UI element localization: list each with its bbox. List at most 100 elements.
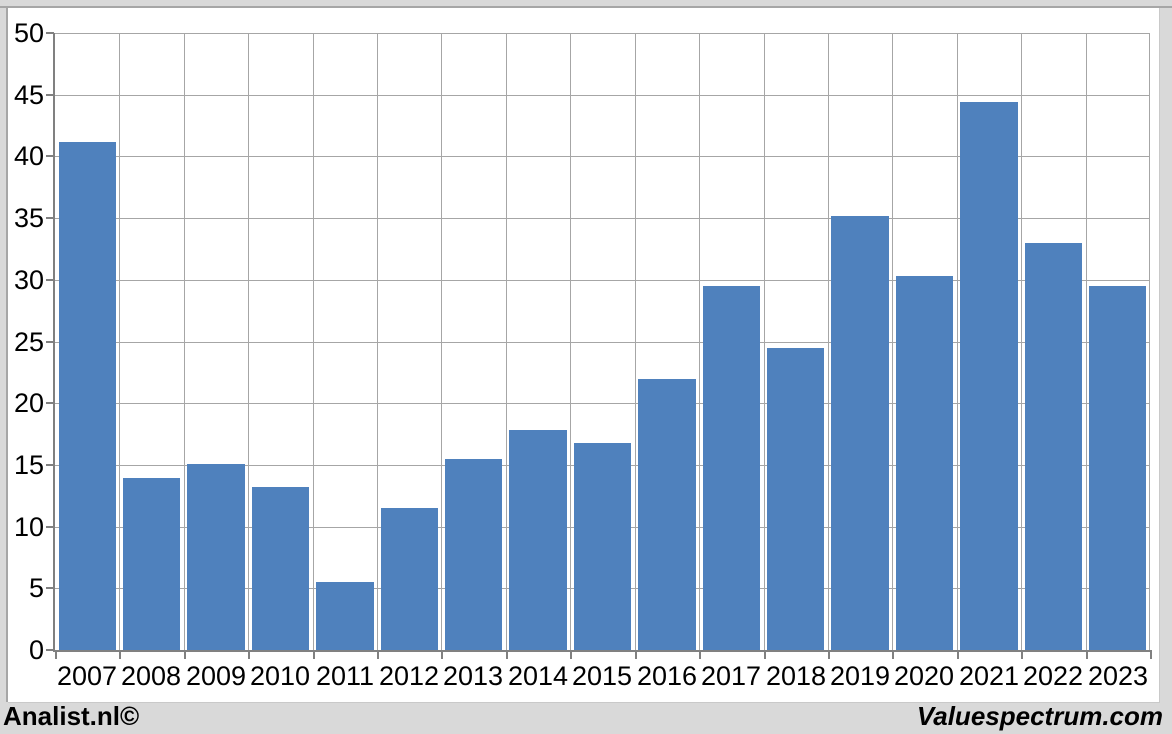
x-axis-line xyxy=(53,650,1152,652)
y-tick-mark xyxy=(46,649,54,651)
bar xyxy=(1024,243,1083,650)
x-tick-label: 2022 xyxy=(1022,661,1084,691)
y-tick-mark xyxy=(46,402,54,404)
y-tick-mark xyxy=(46,464,54,466)
gridline-vertical xyxy=(313,33,314,650)
x-tick-mark xyxy=(1021,651,1023,659)
gridline-horizontal xyxy=(55,280,1150,281)
x-tick-label: 2015 xyxy=(571,661,633,691)
gridline-vertical xyxy=(635,33,636,650)
x-tick-mark xyxy=(441,651,443,659)
y-tick-label: 40 xyxy=(13,141,44,171)
x-tick-label: 2020 xyxy=(893,661,955,691)
gridline-vertical xyxy=(119,33,120,650)
gridline-vertical xyxy=(1149,33,1150,650)
gridline-vertical xyxy=(1021,33,1022,650)
x-tick-label: 2018 xyxy=(765,661,827,691)
gridline-horizontal xyxy=(55,95,1150,96)
bar xyxy=(122,478,181,650)
plot-area xyxy=(55,33,1150,650)
gridline-vertical xyxy=(570,33,571,650)
y-tick-mark xyxy=(46,32,54,34)
x-tick-label: 2012 xyxy=(378,661,440,691)
x-tick-label: 2017 xyxy=(700,661,762,691)
gridline-vertical xyxy=(377,33,378,650)
x-tick-mark xyxy=(248,651,250,659)
bar xyxy=(573,443,632,650)
gridline-vertical xyxy=(441,33,442,650)
gridline-horizontal xyxy=(55,33,1150,34)
x-tick-label: 2011 xyxy=(315,661,375,691)
bar xyxy=(380,508,438,650)
bar xyxy=(767,348,825,650)
x-tick-mark xyxy=(313,651,315,659)
bar xyxy=(1089,286,1147,650)
y-tick-label: 45 xyxy=(13,80,44,110)
x-tick-label: 2007 xyxy=(56,661,118,691)
gridline-horizontal xyxy=(55,342,1150,343)
bar xyxy=(960,102,1018,650)
bar xyxy=(895,276,954,650)
x-tick-mark xyxy=(1150,651,1152,659)
bar xyxy=(187,464,245,650)
footer-brand-valuespectrum: Valuespectrum.com xyxy=(916,701,1163,731)
y-tick-label: 50 xyxy=(13,18,44,48)
y-tick-label: 35 xyxy=(13,203,44,233)
frame-border-top xyxy=(0,6,1172,8)
frame-border-left xyxy=(6,6,8,702)
y-tick-label: 20 xyxy=(13,388,44,418)
gridline-horizontal xyxy=(55,403,1150,404)
x-tick-label: 2014 xyxy=(507,661,569,691)
gridline-horizontal xyxy=(55,218,1150,219)
x-tick-mark xyxy=(55,651,57,659)
x-tick-label: 2013 xyxy=(442,661,504,691)
gridline-vertical xyxy=(1086,33,1087,650)
bar xyxy=(316,582,374,650)
gridline-vertical xyxy=(699,33,700,650)
x-tick-label: 2016 xyxy=(636,661,698,691)
x-tick-mark xyxy=(828,651,830,659)
gridline-vertical xyxy=(892,33,893,650)
bar xyxy=(251,487,310,650)
x-tick-mark xyxy=(184,651,186,659)
y-tick-mark xyxy=(46,587,54,589)
x-tick-mark xyxy=(635,651,637,659)
y-axis-line xyxy=(53,33,55,652)
x-tick-mark xyxy=(119,651,121,659)
x-tick-label: 2008 xyxy=(120,661,182,691)
gridline-vertical xyxy=(828,33,829,650)
y-tick-label: 30 xyxy=(13,265,44,295)
y-tick-mark xyxy=(46,155,54,157)
y-tick-label: 5 xyxy=(28,573,44,603)
y-tick-label: 10 xyxy=(13,512,44,542)
y-tick-mark xyxy=(46,279,54,281)
x-tick-label: 2023 xyxy=(1087,661,1149,691)
gridline-vertical xyxy=(506,33,507,650)
y-tick-label: 15 xyxy=(13,450,44,480)
y-tick-label: 25 xyxy=(13,327,44,357)
bar xyxy=(702,286,761,650)
x-tick-mark xyxy=(1086,651,1088,659)
x-tick-mark xyxy=(506,651,508,659)
x-tick-mark xyxy=(957,651,959,659)
y-tick-mark xyxy=(46,341,54,343)
y-tick-mark xyxy=(46,526,54,528)
x-tick-label: 2010 xyxy=(249,661,311,691)
gridline-vertical xyxy=(248,33,249,650)
y-tick-mark xyxy=(46,217,54,219)
x-tick-mark xyxy=(377,651,379,659)
footer-brand-analist: Analist.nl© xyxy=(3,701,140,731)
bar xyxy=(638,379,696,650)
x-tick-mark xyxy=(570,651,572,659)
gridline-vertical xyxy=(764,33,765,650)
gridline-vertical xyxy=(957,33,958,650)
x-tick-label: 2021 xyxy=(958,661,1020,691)
gridline-horizontal xyxy=(55,156,1150,157)
bar xyxy=(58,142,116,650)
bar xyxy=(509,430,567,650)
x-tick-mark xyxy=(892,651,894,659)
x-tick-label: 2019 xyxy=(829,661,891,691)
x-tick-mark xyxy=(699,651,701,659)
bar xyxy=(831,216,889,650)
